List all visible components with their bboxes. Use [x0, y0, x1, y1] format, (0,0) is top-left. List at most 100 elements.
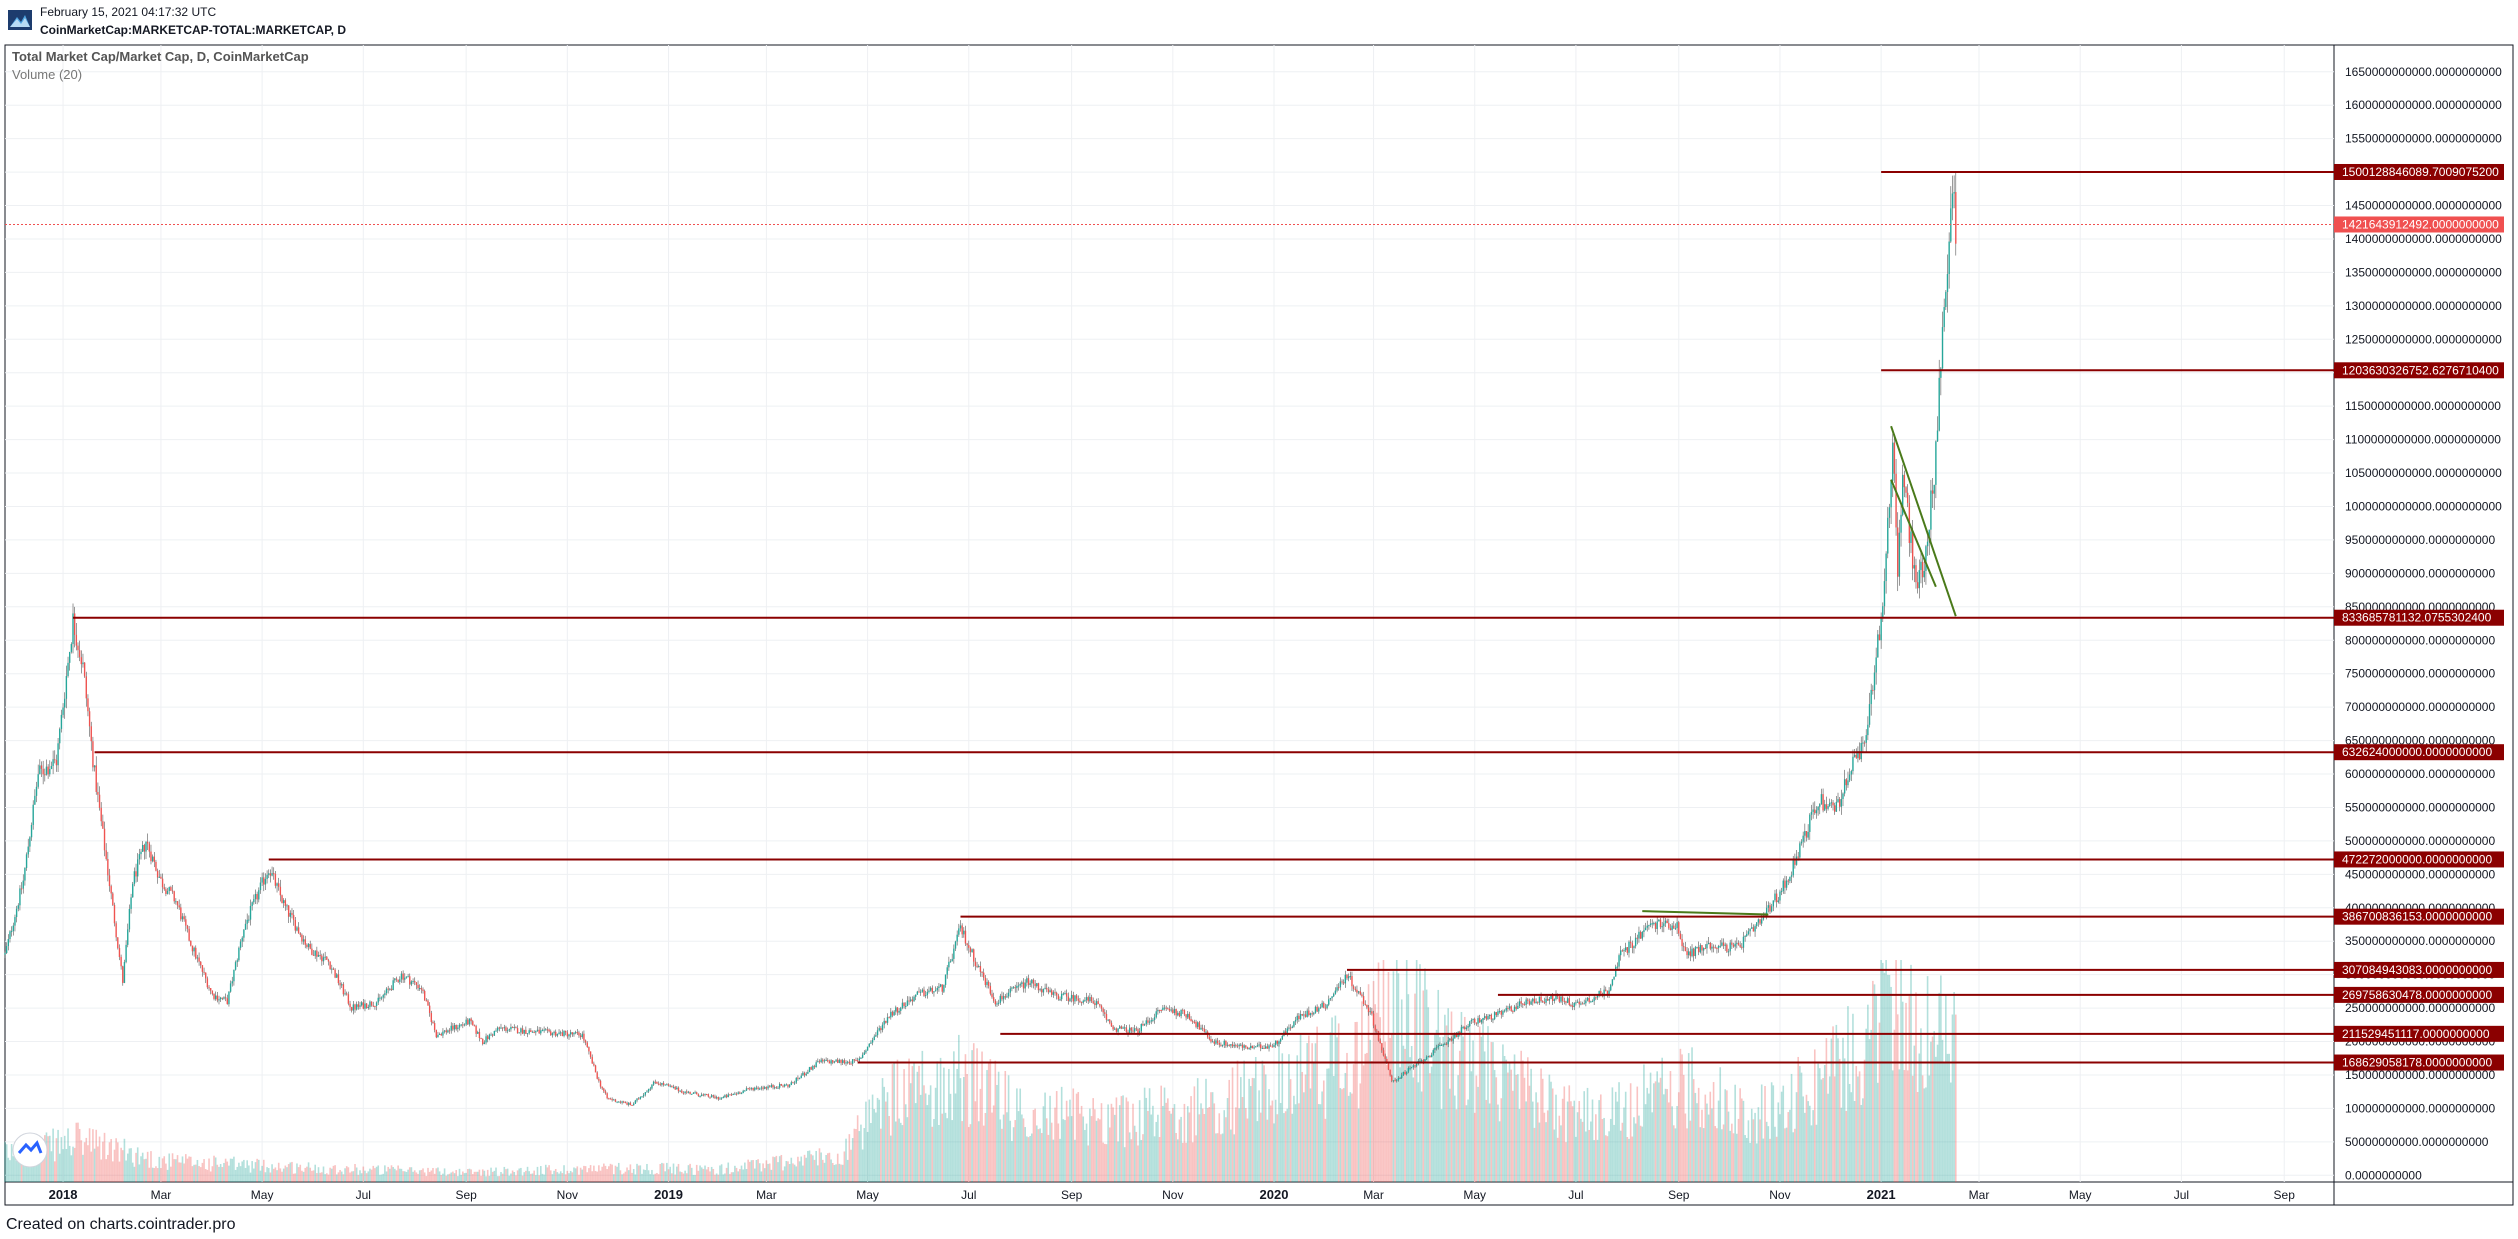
volume-bar	[297, 1167, 300, 1182]
candle-body	[1374, 1025, 1376, 1031]
volume-bar	[1104, 1143, 1106, 1182]
candle-body	[1537, 1001, 1539, 1003]
volume-bar	[1568, 1085, 1571, 1182]
volume-bar	[347, 1167, 350, 1182]
volume-bar	[966, 1074, 968, 1182]
candle-body	[62, 707, 64, 715]
candle-body	[462, 1024, 464, 1026]
candle-body	[1117, 1028, 1119, 1032]
candle-body	[1487, 1016, 1489, 1020]
volume-bar	[352, 1171, 355, 1182]
candle-body	[399, 979, 401, 982]
candle-body	[1019, 983, 1021, 986]
candle-body	[1585, 1000, 1587, 1004]
candle-body	[674, 1086, 676, 1090]
volume-bar	[1852, 1013, 1854, 1182]
volume-bar	[1639, 1125, 1642, 1182]
candle-body	[908, 1000, 910, 1002]
volume-bar	[457, 1176, 459, 1182]
volume-bar	[1210, 1092, 1212, 1182]
volume-bar	[946, 1118, 949, 1182]
candle-body	[891, 1011, 894, 1016]
candle-body	[1080, 1002, 1083, 1004]
candle-body	[987, 981, 990, 986]
candle-body	[1717, 945, 1720, 949]
volume-bar	[1123, 1147, 1126, 1182]
volume-bar	[1782, 1085, 1785, 1182]
candle-body	[913, 996, 915, 1002]
time-tick-label: Mar	[151, 1188, 172, 1202]
volume-bar	[911, 1066, 914, 1182]
volume-bar	[762, 1163, 764, 1182]
candle-body	[1477, 1018, 1479, 1024]
candle-body	[1329, 998, 1332, 1000]
volume-bar	[452, 1171, 454, 1182]
volume-bar	[274, 1167, 277, 1182]
volume-bar	[296, 1163, 298, 1182]
candle-body	[883, 1020, 885, 1025]
volume-bar	[1701, 1109, 1703, 1182]
volume-bar	[408, 1167, 411, 1182]
candle-body	[1357, 991, 1360, 993]
volume-bar	[1095, 1120, 1098, 1182]
tradingview-badge-icon[interactable]	[12, 1132, 48, 1168]
time-tick-label: May	[856, 1188, 879, 1202]
candle-body	[1198, 1022, 1201, 1030]
volume-bar	[1429, 1073, 1431, 1182]
candle-body	[764, 1087, 766, 1089]
volume-bar	[690, 1167, 693, 1182]
volume-bar	[1084, 1129, 1086, 1182]
candle-body	[599, 1080, 602, 1087]
volume-bar	[253, 1168, 255, 1182]
volume-bar	[924, 1093, 927, 1182]
volume-bar	[870, 1123, 872, 1182]
candle-body	[1941, 327, 1944, 369]
volume-bar	[448, 1173, 451, 1182]
candle-body	[98, 794, 101, 808]
candle-body	[1291, 1026, 1293, 1028]
volume-bar	[1016, 1088, 1018, 1182]
volume-bar	[1668, 1102, 1670, 1182]
candle-body	[833, 1061, 836, 1063]
volume-bar	[1445, 1025, 1448, 1182]
candle-body	[1498, 1011, 1501, 1013]
candle-body	[1838, 799, 1841, 807]
volume-bar	[289, 1162, 292, 1182]
candle-body	[1435, 1047, 1438, 1049]
volume-bar	[488, 1175, 491, 1182]
volume-bar	[1092, 1098, 1094, 1182]
candle-body	[1658, 919, 1660, 922]
candle-body	[1085, 997, 1088, 1001]
candle-body	[1347, 976, 1350, 979]
volume-bar	[586, 1172, 589, 1182]
volume-bar	[729, 1173, 731, 1182]
volume-bar	[1248, 1078, 1250, 1182]
candle-body	[1412, 1065, 1415, 1068]
candle-body	[1525, 999, 1527, 1005]
volume-bar	[1750, 1108, 1753, 1182]
candle-body	[447, 1030, 449, 1033]
candle-body	[85, 676, 87, 699]
volume-bar	[1376, 1012, 1378, 1182]
candle-body	[568, 1034, 570, 1037]
candle-body	[528, 1030, 530, 1034]
candle-body	[1137, 1029, 1139, 1034]
volume-bar	[345, 1166, 348, 1182]
candle-body	[1906, 492, 1909, 503]
volume-bar	[166, 1169, 169, 1182]
volume-bar	[1684, 1113, 1687, 1182]
candle-body	[1168, 1008, 1171, 1011]
candle-body	[480, 1038, 482, 1040]
volume-bar	[1142, 1134, 1144, 1182]
volume-bar	[1050, 1122, 1053, 1182]
volume-bar	[894, 1121, 897, 1182]
candle-body	[818, 1061, 821, 1063]
candle-body	[608, 1098, 610, 1100]
volume-bar	[1387, 971, 1390, 1182]
volume-bar	[165, 1163, 167, 1182]
volume-bar	[1644, 1104, 1647, 1182]
volume-bar	[1001, 1128, 1003, 1182]
volume-bar	[1442, 1036, 1445, 1182]
candle-body	[820, 1059, 822, 1062]
